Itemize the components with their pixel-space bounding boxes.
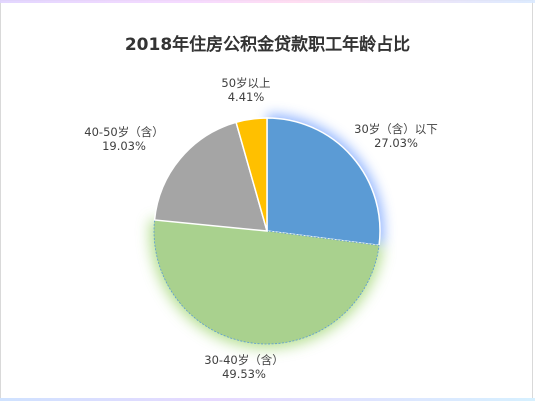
slice-1-category-label: 30岁（含）以下 bbox=[354, 122, 438, 136]
slice-3-value-label: 19.03% bbox=[102, 139, 146, 153]
frame-top-accent bbox=[0, 0, 535, 3]
frame-bottom-accent bbox=[0, 398, 535, 401]
slice-1[interactable] bbox=[266, 117, 381, 247]
slice-2[interactable] bbox=[153, 219, 380, 345]
slice-4-category-label: 50岁以上 bbox=[221, 76, 270, 90]
slice-4[interactable] bbox=[235, 117, 268, 232]
slice-2-value-label: 49.53% bbox=[222, 367, 266, 381]
slice-4-value-label: 4.41% bbox=[228, 90, 265, 104]
chart-title: 2018年住房公积金贷款职工年龄占比 bbox=[124, 35, 411, 55]
slice-3[interactable] bbox=[153, 121, 269, 232]
slice-1-value-label: 27.03% bbox=[374, 136, 418, 150]
slice-3-category-label: 40-50岁（含） bbox=[84, 125, 163, 139]
slice-2-category-label: 30-40岁（含） bbox=[204, 353, 283, 367]
